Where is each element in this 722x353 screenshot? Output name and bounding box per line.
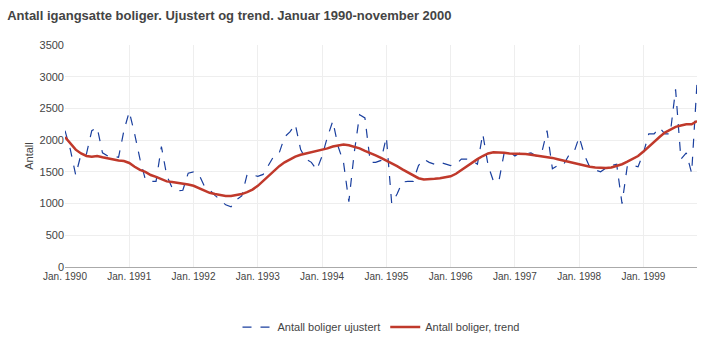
svg-text:1000: 1000 bbox=[40, 197, 64, 209]
svg-text:Jan. 1998: Jan. 1998 bbox=[557, 271, 601, 282]
svg-text:1500: 1500 bbox=[40, 166, 64, 178]
svg-text:0: 0 bbox=[58, 261, 64, 273]
svg-text:Antall: Antall bbox=[23, 142, 35, 170]
svg-text:2500: 2500 bbox=[40, 102, 64, 114]
svg-text:Jan. 1999: Jan. 1999 bbox=[621, 271, 665, 282]
svg-text:2000: 2000 bbox=[40, 134, 64, 146]
svg-text:Jan. 1990: Jan. 1990 bbox=[43, 271, 87, 282]
svg-text:Antall boliger ujustert: Antall boliger ujustert bbox=[278, 321, 381, 333]
svg-text:Antall boliger, trend: Antall boliger, trend bbox=[425, 321, 519, 333]
svg-text:500: 500 bbox=[46, 229, 64, 241]
svg-text:Jan. 1992: Jan. 1992 bbox=[172, 271, 216, 282]
svg-text:Jan. 1991: Jan. 1991 bbox=[107, 271, 151, 282]
svg-text:3500: 3500 bbox=[40, 39, 64, 51]
svg-text:Jan. 1993: Jan. 1993 bbox=[236, 271, 280, 282]
svg-text:Jan. 1995: Jan. 1995 bbox=[364, 271, 408, 282]
svg-text:Jan. 1996: Jan. 1996 bbox=[429, 271, 473, 282]
svg-text:Jan. 1997: Jan. 1997 bbox=[493, 271, 537, 282]
svg-text:Antall igangsatte boliger. Uju: Antall igangsatte boliger. Ujustert og t… bbox=[7, 8, 451, 23]
svg-text:3000: 3000 bbox=[40, 71, 64, 83]
svg-text:Jan. 1994: Jan. 1994 bbox=[300, 271, 344, 282]
